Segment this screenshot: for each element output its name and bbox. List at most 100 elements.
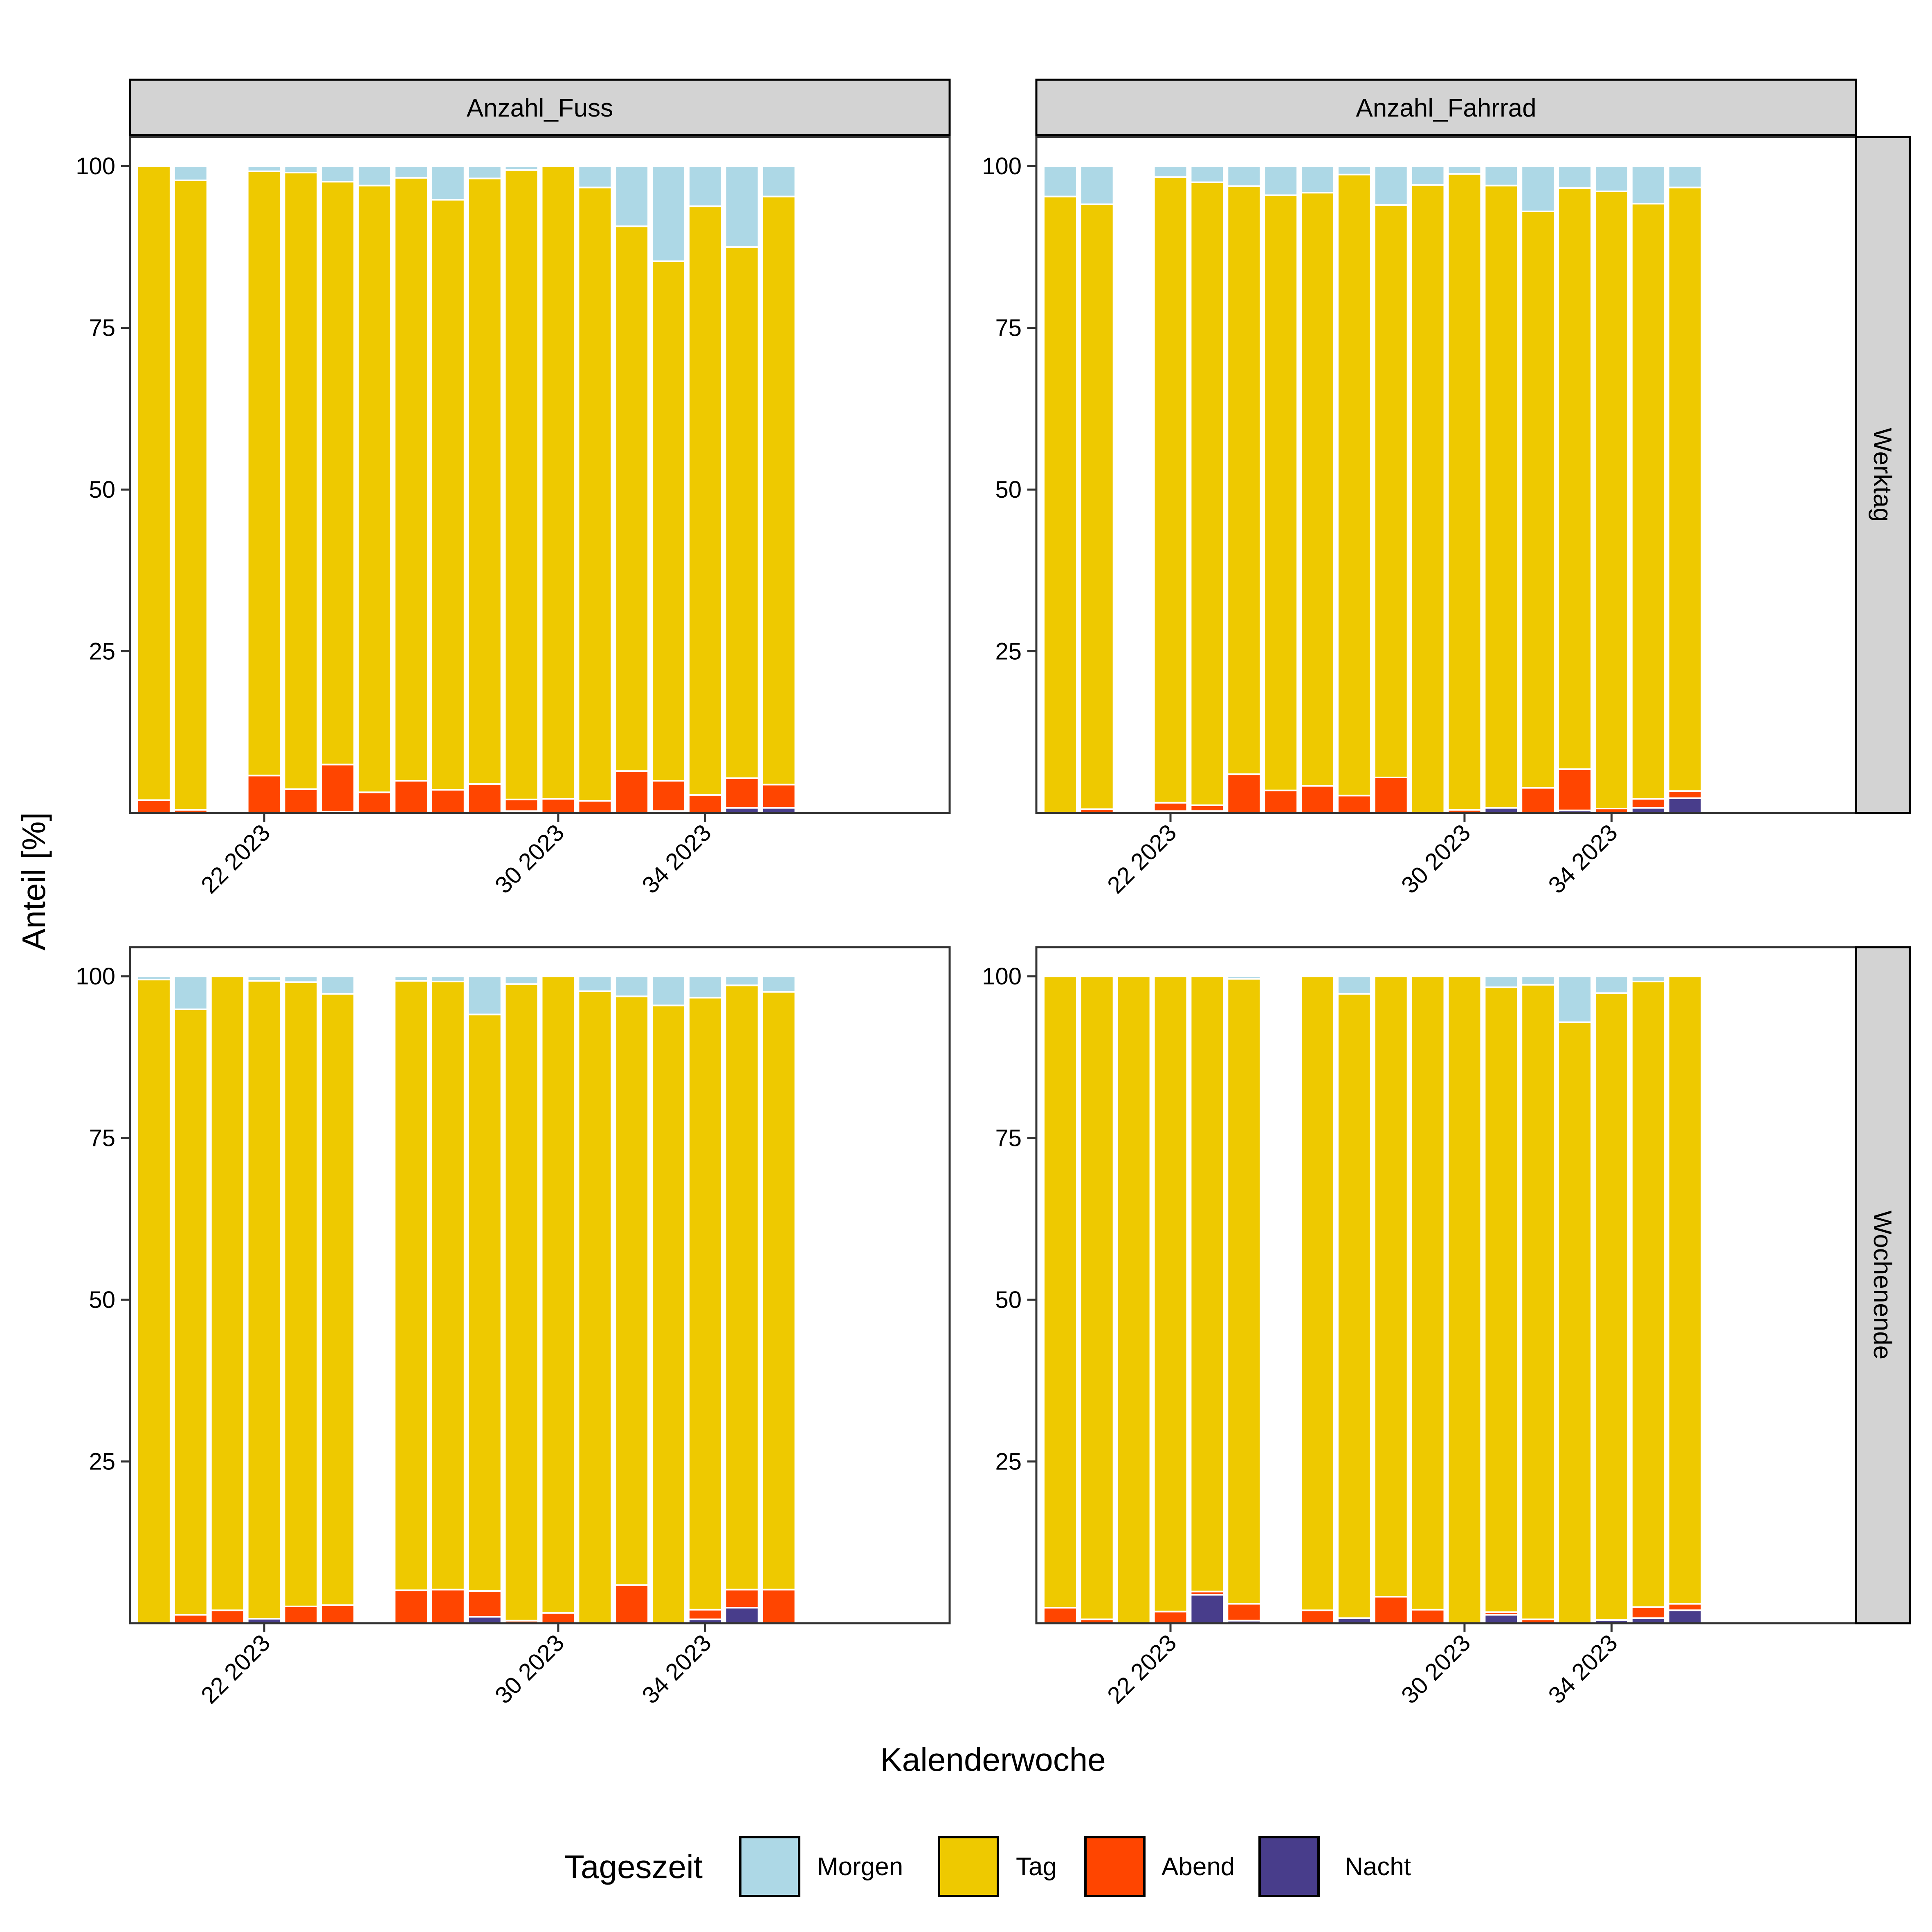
bar-segment-morgen: [357, 165, 392, 186]
bar-segment-morgen: [1337, 165, 1372, 175]
bar-segment-morgen: [614, 165, 649, 227]
bar-segment-morgen: [173, 975, 208, 1010]
bar-segment-tag: [1594, 992, 1629, 1621]
bar-segment-abend: [614, 770, 649, 814]
bar-segment-tag: [761, 195, 796, 786]
column-strip-fahrrad: Anzahl_Fahrrad: [1035, 79, 1857, 136]
bar-segment-morgen: [320, 165, 355, 183]
bar-segment-abend: [1410, 1609, 1445, 1624]
x-tick-label: 22 2023: [196, 1629, 275, 1709]
bar-segment-abend: [614, 1584, 649, 1624]
y-tick-label: 50: [995, 1287, 1022, 1313]
bar-segment-tag: [137, 979, 171, 1624]
bar-segment-abend: [1631, 1606, 1666, 1619]
bar-segment-abend: [283, 788, 319, 814]
y-tick-label: 25: [89, 1449, 115, 1475]
bar-segment-tag: [1594, 190, 1629, 809]
bar-segment-tag: [173, 180, 208, 811]
legend-label-nacht: Nacht: [1345, 1853, 1411, 1881]
bar-segment-tag: [1300, 975, 1335, 1611]
row-strip-label: Werktag: [1868, 428, 1896, 522]
bar-segment-tag: [504, 169, 539, 800]
bar-segment-tag: [541, 975, 576, 1614]
bar-segment-abend: [357, 791, 392, 814]
bar-segment-abend: [761, 784, 796, 809]
bar-segment-abend: [210, 1609, 245, 1624]
bar-segment-morgen: [651, 165, 686, 262]
bar-segment-abend: [761, 1588, 796, 1624]
bar-segment-abend: [137, 799, 171, 814]
bar-segment-tag: [1043, 195, 1078, 814]
bar-segment-abend: [1631, 798, 1666, 809]
bar-segment-morgen: [724, 975, 759, 986]
bar-segment-abend: [1153, 802, 1188, 812]
bar-segment-tag: [1521, 984, 1556, 1620]
bar-segment-morgen: [577, 975, 613, 992]
bar-segment-tag: [1410, 184, 1445, 814]
bar-segment-morgen: [247, 165, 282, 172]
column-strip-fuss: Anzahl_Fuss: [129, 79, 951, 136]
bar-segment-abend: [283, 1605, 319, 1624]
bar-segment-morgen: [1079, 165, 1114, 205]
bar-segment-abend: [1153, 1611, 1188, 1624]
row-strip-label: Wochenende: [1868, 1211, 1896, 1359]
bar-segment-morgen: [761, 975, 796, 993]
bar-segment-tag: [577, 186, 613, 802]
bar-segment-tag: [688, 205, 723, 796]
bar-segment-abend: [1667, 790, 1703, 799]
bar-segment-tag: [1631, 202, 1666, 800]
bar-segment-tag: [283, 172, 319, 790]
bar-segment-abend: [430, 1588, 465, 1624]
bar-segment-abend: [1373, 777, 1409, 814]
bar-segment-morgen: [1557, 165, 1593, 189]
bar-segment-morgen: [1484, 975, 1519, 988]
y-tick-label: 50: [89, 1287, 115, 1313]
panel-anzahl_fuss-werktag: 25 50 75 100 22 2023 30 2023 34 2023: [76, 136, 951, 899]
bar-segment-tag: [247, 170, 282, 777]
bar-segment-morgen: [283, 975, 319, 983]
bar-segment-morgen: [430, 975, 465, 982]
panel-border: [129, 946, 951, 1624]
x-tick-label: 30 2023: [490, 1629, 569, 1709]
bar-segment-tag: [1373, 975, 1409, 1598]
bar-segment-morgen: [1410, 165, 1445, 186]
bar-segment-tag: [467, 177, 502, 785]
panel-anzahl_fahrrad-werktag: 25 50 75 100 22 2023 30 2023 34 2023: [982, 136, 1857, 899]
bar-segment-morgen: [1594, 165, 1629, 192]
x-tick-label: 30 2023: [1396, 819, 1476, 899]
bar-segment-nacht: [1667, 1609, 1703, 1624]
bar-segment-morgen: [688, 975, 723, 999]
bar-segment-tag: [577, 990, 613, 1624]
bar-segment-tag: [614, 995, 649, 1586]
bar-segment-abend: [577, 800, 613, 814]
bar-segment-morgen: [1227, 165, 1262, 187]
bar-segment-tag: [1079, 203, 1114, 810]
x-tick-label: 34 2023: [637, 819, 716, 899]
bar-segment-abend: [541, 798, 576, 814]
bar-segment-morgen: [761, 165, 796, 198]
bar-segment-abend: [320, 764, 355, 813]
bar-segment-abend: [1263, 789, 1298, 814]
bar-segment-morgen: [467, 975, 502, 1015]
legend-key-nacht: [1258, 1836, 1320, 1897]
legend-key-tag: [938, 1836, 999, 1897]
y-tick-label: 100: [76, 963, 115, 990]
bar-segment-morgen: [1631, 165, 1666, 204]
bar-segment-tag: [283, 981, 319, 1607]
bar-segment-abend: [467, 783, 502, 814]
bar-segment-abend: [1667, 1603, 1703, 1611]
column-strip-label: Anzahl_Fahrrad: [1356, 94, 1536, 122]
bar-segment-tag: [1116, 975, 1151, 1624]
row-strip-werktag: Werktag: [1855, 136, 1911, 814]
legend: Tageszeit Morgen Tag Abend Nacht: [564, 1836, 1411, 1897]
legend-label-abend: Abend: [1161, 1853, 1235, 1881]
bar-segment-tag: [430, 199, 465, 791]
bar-segment-abend: [651, 780, 686, 812]
bar-segment-tag: [394, 177, 429, 782]
bar-segment-tag: [688, 997, 723, 1611]
y-tick-label: 25: [89, 638, 115, 665]
x-tick-label: 22 2023: [196, 819, 275, 899]
bar-segment-tag: [724, 246, 759, 779]
bar-segment-tag: [1484, 986, 1519, 1613]
bar-segment-tag: [541, 165, 576, 800]
